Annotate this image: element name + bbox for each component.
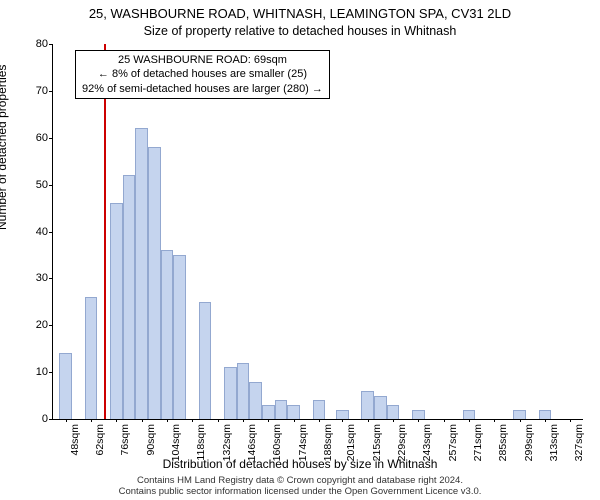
histogram-bar bbox=[173, 255, 186, 419]
histogram-bar bbox=[249, 382, 262, 420]
ytick-label: 20 bbox=[20, 319, 48, 331]
ytick-mark bbox=[49, 419, 52, 420]
histogram-bar bbox=[387, 405, 400, 419]
xtick-label: 160sqm bbox=[271, 424, 283, 468]
xtick-label: 313sqm bbox=[548, 424, 560, 468]
xtick-mark bbox=[268, 419, 269, 422]
xtick-mark bbox=[520, 419, 521, 422]
xtick-label: 146sqm bbox=[246, 424, 258, 468]
xtick-mark bbox=[444, 419, 445, 422]
xtick-label: 271sqm bbox=[472, 424, 484, 468]
ytick-label: 50 bbox=[20, 179, 48, 191]
ytick-label: 0 bbox=[20, 413, 48, 425]
ytick-mark bbox=[49, 372, 52, 373]
annot-line3: 92% of semi-detached houses are larger (… bbox=[82, 82, 323, 96]
ytick-label: 30 bbox=[20, 272, 48, 284]
reference-line bbox=[104, 44, 106, 419]
xtick-label: 243sqm bbox=[421, 424, 433, 468]
ytick-label: 10 bbox=[20, 366, 48, 378]
xtick-label: 285sqm bbox=[497, 424, 509, 468]
histogram-bar bbox=[237, 363, 250, 419]
histogram-bar bbox=[412, 410, 425, 419]
xtick-mark bbox=[469, 419, 470, 422]
y-axis-label: Number of detached properties bbox=[0, 65, 9, 230]
histogram-bar bbox=[287, 405, 300, 419]
histogram-bar bbox=[361, 391, 374, 419]
ytick-mark bbox=[49, 325, 52, 326]
annotation-box: 25 WASHBOURNE ROAD: 69sqm← 8% of detache… bbox=[75, 50, 330, 99]
footer-text: Contains HM Land Registry data © Crown c… bbox=[0, 476, 600, 498]
histogram-bar bbox=[374, 396, 387, 419]
chart-container: 25, WASHBOURNE ROAD, WHITNASH, LEAMINGTO… bbox=[0, 0, 600, 500]
histogram-bar bbox=[336, 410, 349, 419]
ytick-mark bbox=[49, 185, 52, 186]
histogram-bar bbox=[135, 128, 148, 419]
ytick-mark bbox=[49, 138, 52, 139]
xtick-label: 118sqm bbox=[195, 424, 207, 468]
title-main: 25, WASHBOURNE ROAD, WHITNASH, LEAMINGTO… bbox=[0, 6, 600, 21]
xtick-mark bbox=[192, 419, 193, 422]
histogram-bar bbox=[224, 367, 237, 419]
histogram-bar bbox=[275, 400, 288, 419]
title-sub: Size of property relative to detached ho… bbox=[0, 24, 600, 38]
xtick-mark bbox=[116, 419, 117, 422]
xtick-label: 132sqm bbox=[221, 424, 233, 468]
xtick-mark bbox=[319, 419, 320, 422]
histogram-bar bbox=[313, 400, 326, 419]
xtick-label: 299sqm bbox=[523, 424, 535, 468]
xtick-mark bbox=[418, 419, 419, 422]
footer-line2: Contains public sector information licen… bbox=[119, 486, 482, 497]
histogram-bar bbox=[513, 410, 526, 419]
xtick-mark bbox=[393, 419, 394, 422]
xtick-mark bbox=[368, 419, 369, 422]
ytick-label: 70 bbox=[20, 85, 48, 97]
ytick-mark bbox=[49, 91, 52, 92]
histogram-bar bbox=[161, 250, 174, 419]
histogram-bar bbox=[110, 203, 123, 419]
xtick-label: 201sqm bbox=[345, 424, 357, 468]
ytick-mark bbox=[49, 278, 52, 279]
xtick-mark bbox=[91, 419, 92, 422]
histogram-bar bbox=[463, 410, 476, 419]
xtick-mark bbox=[570, 419, 571, 422]
xtick-label: 76sqm bbox=[119, 424, 131, 468]
xtick-label: 174sqm bbox=[297, 424, 309, 468]
ytick-mark bbox=[49, 44, 52, 45]
ytick-label: 60 bbox=[20, 132, 48, 144]
xtick-label: 229sqm bbox=[396, 424, 408, 468]
annot-line1: 25 WASHBOURNE ROAD: 69sqm bbox=[82, 53, 323, 67]
xtick-label: 90sqm bbox=[145, 424, 157, 468]
plot-area bbox=[52, 44, 583, 420]
histogram-bar bbox=[85, 297, 98, 419]
xtick-mark bbox=[243, 419, 244, 422]
xtick-mark bbox=[167, 419, 168, 422]
histogram-bar bbox=[262, 405, 275, 419]
xtick-label: 48sqm bbox=[69, 424, 81, 468]
histogram-bar bbox=[148, 147, 161, 419]
xtick-label: 257sqm bbox=[447, 424, 459, 468]
xtick-label: 215sqm bbox=[371, 424, 383, 468]
histogram-bar bbox=[539, 410, 552, 419]
xtick-mark bbox=[142, 419, 143, 422]
xtick-label: 104sqm bbox=[170, 424, 182, 468]
ytick-mark bbox=[49, 232, 52, 233]
xtick-mark bbox=[342, 419, 343, 422]
xtick-mark bbox=[545, 419, 546, 422]
xtick-mark bbox=[218, 419, 219, 422]
xtick-label: 327sqm bbox=[573, 424, 585, 468]
footer-line1: Contains HM Land Registry data © Crown c… bbox=[137, 475, 463, 486]
histogram-bar bbox=[199, 302, 212, 419]
xtick-label: 188sqm bbox=[322, 424, 334, 468]
histogram-bar bbox=[123, 175, 136, 419]
ytick-label: 80 bbox=[20, 38, 48, 50]
xtick-mark bbox=[494, 419, 495, 422]
xtick-label: 62sqm bbox=[94, 424, 106, 468]
annot-line2: ← 8% of detached houses are smaller (25) bbox=[82, 67, 323, 81]
xtick-mark bbox=[294, 419, 295, 422]
ytick-label: 40 bbox=[20, 226, 48, 238]
xtick-mark bbox=[66, 419, 67, 422]
histogram-bar bbox=[59, 353, 72, 419]
